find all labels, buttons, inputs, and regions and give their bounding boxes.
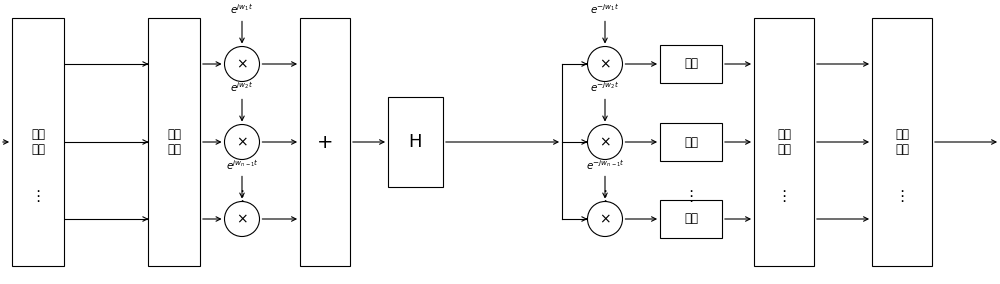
Text: 积分: 积分 [684, 135, 698, 149]
Circle shape [224, 47, 260, 82]
Text: H: H [409, 133, 422, 151]
Bar [872, 18, 932, 266]
Text: 并串
变换: 并串 变换 [895, 128, 909, 156]
Text: $e^{jw_1t}$: $e^{jw_1t}$ [230, 3, 254, 16]
Text: $e^{-jw_{n-1}t}$: $e^{-jw_{n-1}t}$ [586, 158, 624, 172]
Text: ⋮: ⋮ [30, 189, 46, 204]
Text: $e^{jw_2t}$: $e^{jw_2t}$ [230, 81, 254, 95]
Text: 串并
变换: 串并 变换 [31, 128, 45, 156]
Text: $\times$: $\times$ [236, 135, 248, 149]
Bar [12, 18, 64, 266]
Text: $\times$: $\times$ [599, 135, 611, 149]
Circle shape [588, 124, 622, 160]
Text: ⋮: ⋮ [234, 189, 250, 204]
Text: 数字
调制: 数字 调制 [167, 128, 181, 156]
Text: $e^{jw_{n-1}t}$: $e^{jw_{n-1}t}$ [226, 158, 258, 172]
Text: $\times$: $\times$ [599, 57, 611, 71]
Text: $\times$: $\times$ [599, 212, 611, 226]
Text: 数字
解调: 数字 解调 [777, 128, 791, 156]
Text: $e^{-jw_1t}$: $e^{-jw_1t}$ [590, 3, 620, 16]
Text: $\times$: $\times$ [236, 212, 248, 226]
Text: 积分: 积分 [684, 212, 698, 225]
Bar [660, 45, 722, 83]
Text: 积分: 积分 [684, 57, 698, 70]
Text: +: + [317, 133, 333, 151]
Bar [148, 18, 200, 266]
Bar [660, 200, 722, 238]
Text: ⋮: ⋮ [597, 189, 613, 204]
Circle shape [588, 202, 622, 237]
Text: $e^{-jw_2t}$: $e^{-jw_2t}$ [590, 81, 620, 95]
Circle shape [224, 124, 260, 160]
Text: $\times$: $\times$ [236, 57, 248, 71]
Bar [388, 97, 443, 187]
Circle shape [588, 47, 622, 82]
Text: ⋮: ⋮ [776, 189, 792, 204]
Bar [754, 18, 814, 266]
Text: ⋮: ⋮ [683, 189, 699, 204]
Bar [660, 123, 722, 161]
Text: ⋮: ⋮ [894, 189, 910, 204]
Circle shape [224, 202, 260, 237]
Bar [300, 18, 350, 266]
